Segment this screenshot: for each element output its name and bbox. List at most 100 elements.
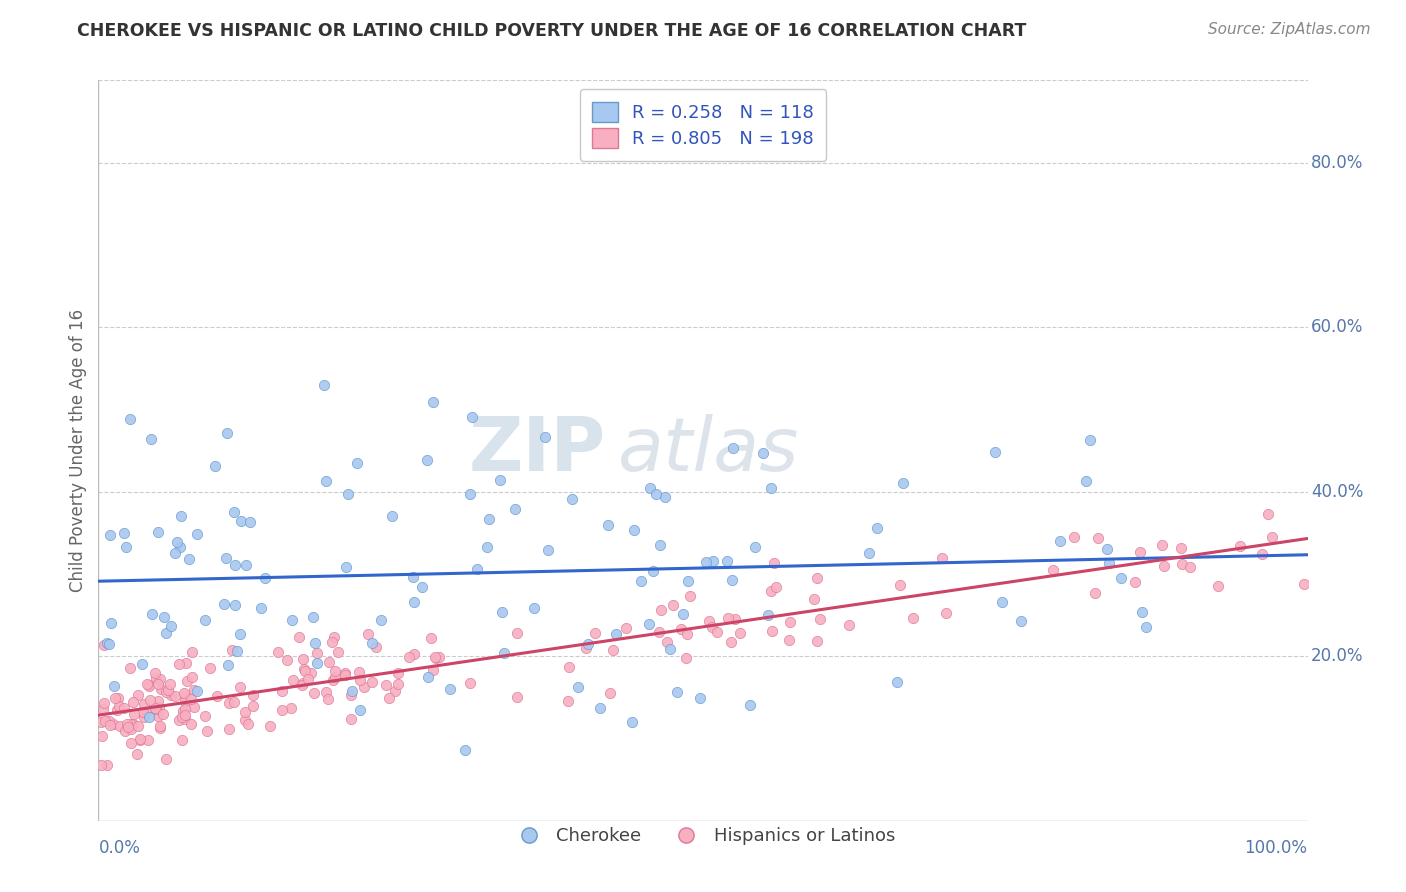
Point	[583, 625, 606, 640]
Point	[641, 564, 664, 578]
Point	[149, 672, 172, 686]
Point	[404, 594, 426, 608]
Point	[167, 657, 190, 671]
Point	[132, 705, 155, 719]
Point	[323, 670, 346, 684]
Point	[458, 676, 481, 690]
Point	[149, 721, 172, 735]
Point	[112, 526, 135, 541]
Text: CHEROKEE VS HISPANIC OR LATINO CHILD POVERTY UNDER THE AGE OF 16 CORRELATION CHA: CHEROKEE VS HISPANIC OR LATINO CHILD POV…	[77, 22, 1026, 40]
Point	[141, 607, 163, 621]
Point	[186, 527, 208, 541]
Point	[1087, 532, 1109, 546]
Point	[292, 662, 315, 676]
Point	[697, 615, 720, 629]
Point	[1294, 577, 1316, 591]
Point	[1206, 578, 1229, 592]
Point	[181, 670, 204, 684]
Point	[138, 679, 160, 693]
Point	[291, 678, 314, 692]
Point	[723, 611, 745, 625]
Point	[233, 713, 256, 727]
Point	[422, 394, 444, 409]
Point	[1063, 529, 1085, 543]
Point	[118, 661, 141, 675]
Point	[491, 605, 513, 619]
Point	[292, 651, 315, 665]
Point	[271, 684, 294, 698]
Point	[100, 615, 122, 630]
Point	[131, 657, 153, 671]
Point	[135, 676, 157, 690]
Point	[1125, 574, 1147, 589]
Point	[239, 516, 262, 530]
Point	[176, 673, 198, 688]
Point	[806, 633, 828, 648]
Point	[266, 645, 288, 659]
Point	[675, 650, 697, 665]
Point	[669, 622, 692, 636]
Point	[218, 722, 240, 736]
Point	[120, 736, 142, 750]
Point	[117, 720, 139, 734]
Point	[339, 688, 361, 702]
Point	[460, 409, 482, 424]
Point	[173, 689, 195, 703]
Point	[1084, 586, 1107, 600]
Point	[761, 624, 783, 639]
Point	[454, 743, 477, 757]
Point	[353, 681, 375, 695]
Point	[229, 626, 252, 640]
Point	[155, 685, 177, 699]
Point	[114, 724, 136, 739]
Point	[194, 708, 217, 723]
Point	[180, 691, 202, 706]
Point	[159, 677, 181, 691]
Point	[321, 634, 343, 648]
Point	[107, 704, 129, 718]
Point	[170, 509, 193, 524]
Point	[173, 702, 195, 716]
Point	[364, 640, 387, 654]
Point	[97, 637, 120, 651]
Point	[165, 546, 187, 560]
Point	[1042, 563, 1064, 577]
Point	[381, 508, 404, 523]
Point	[103, 716, 125, 731]
Point	[177, 552, 200, 566]
Point	[93, 696, 115, 710]
Point	[654, 491, 676, 505]
Point	[146, 524, 169, 539]
Point	[183, 682, 205, 697]
Point	[259, 719, 281, 733]
Point	[96, 758, 118, 772]
Point	[357, 627, 380, 641]
Point	[138, 710, 160, 724]
Point	[205, 689, 228, 703]
Point	[889, 578, 911, 592]
Point	[224, 598, 246, 612]
Point	[706, 624, 728, 639]
Point	[361, 636, 384, 650]
Point	[1130, 605, 1153, 619]
Point	[1250, 547, 1272, 561]
Text: 100.0%: 100.0%	[1244, 839, 1308, 857]
Point	[242, 688, 264, 702]
Point	[150, 681, 173, 696]
Point	[153, 609, 176, 624]
Point	[291, 676, 314, 690]
Point	[756, 608, 779, 623]
Point	[120, 717, 142, 731]
Point	[174, 708, 197, 723]
Point	[623, 523, 645, 537]
Text: atlas: atlas	[619, 415, 800, 486]
Point	[90, 758, 112, 772]
Point	[503, 502, 526, 516]
Point	[744, 541, 766, 555]
Point	[129, 733, 152, 747]
Point	[173, 712, 195, 726]
Point	[1109, 570, 1132, 584]
Point	[250, 601, 273, 615]
Point	[494, 646, 516, 660]
Point	[194, 614, 217, 628]
